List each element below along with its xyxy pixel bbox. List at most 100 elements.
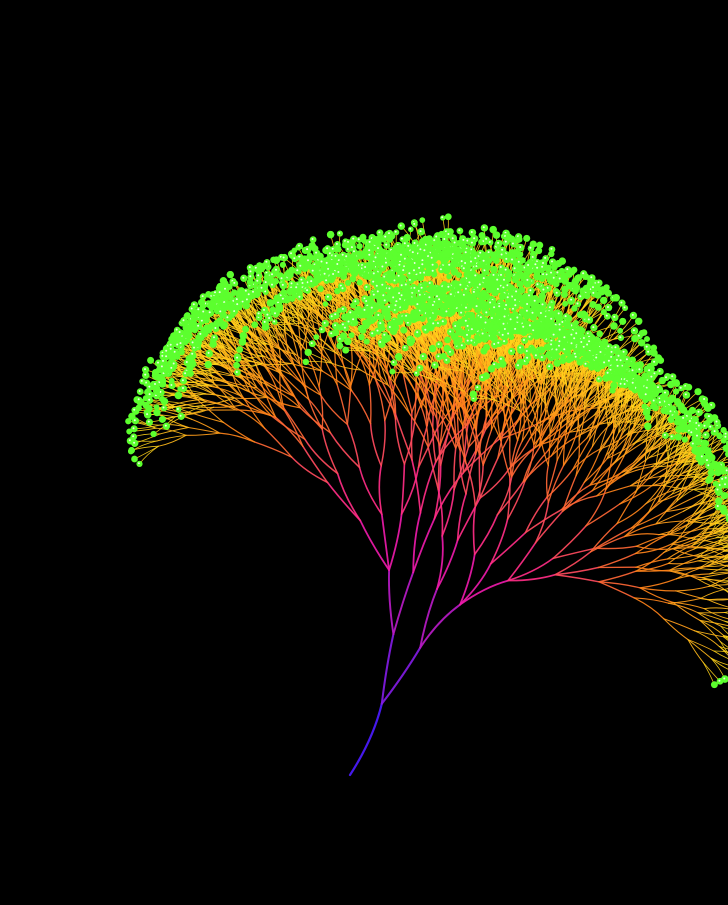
tree-branch: [134, 445, 159, 460]
tree-branch: [394, 418, 406, 465]
tree-branch: [482, 429, 493, 467]
tree-branch: [304, 438, 339, 475]
tree-branch: [341, 356, 353, 392]
tree-branch: [219, 432, 256, 443]
tree-branch: [282, 376, 302, 409]
tree-branch: [350, 349, 353, 387]
tree-branch: [261, 363, 292, 366]
tree-branch: [255, 324, 270, 353]
tree-branch: [534, 501, 550, 544]
tree-branch: [191, 418, 221, 434]
tree-branch: [419, 588, 438, 649]
tree-branch: [336, 383, 349, 426]
tree-branch: [329, 432, 361, 469]
tree-branch: [412, 512, 422, 574]
tree-branch: [236, 385, 268, 398]
tree-branch: [663, 618, 689, 641]
leaf-node-highlight: [132, 427, 135, 430]
tree-branch: [629, 484, 664, 487]
tree-branch: [560, 484, 591, 511]
tree-branch: [697, 612, 722, 627]
tree-branch: [283, 409, 304, 447]
tree-branch: [359, 519, 390, 571]
tree-branch: [204, 393, 236, 399]
tree-branch: [655, 500, 678, 525]
tree-branch: [378, 464, 383, 516]
leaf-node-highlight: [133, 419, 136, 422]
tree-branch: [262, 379, 286, 412]
tree-branch: [320, 394, 349, 426]
tree-branch: [417, 424, 429, 469]
tree-branch: [266, 396, 302, 409]
tree-branch: [472, 505, 477, 556]
tree-branch: [222, 421, 256, 443]
tree-branch: [346, 385, 352, 426]
leaf-node-highlight: [144, 368, 146, 371]
tree-branch: [185, 432, 221, 436]
tree-branch: [419, 603, 461, 649]
tree-branch: [703, 607, 728, 610]
tree-branch: [271, 386, 302, 409]
tree-branch: [257, 349, 283, 375]
tree-branch: [552, 525, 587, 560]
tree-branch: [585, 503, 621, 527]
tree-branch: [155, 427, 187, 436]
tree-branch: [394, 383, 411, 415]
leaf-node-highlight: [137, 398, 140, 401]
tree-branch: [247, 332, 270, 353]
tree-branch: [724, 611, 728, 613]
tree-branch: [612, 436, 628, 465]
tree-branch: [234, 396, 268, 400]
tree-branch: [314, 289, 338, 314]
tree-branch: [697, 612, 725, 622]
tree-branch: [302, 445, 329, 484]
tree-branch: [189, 379, 215, 395]
tree-branch: [263, 355, 292, 365]
tree-branch: [427, 446, 439, 491]
tree-branch: [264, 427, 293, 458]
tree-branch: [400, 463, 406, 515]
leaf-node-highlight: [137, 462, 140, 465]
tree-branch: [270, 415, 306, 440]
tree-branch: [226, 368, 251, 393]
tree-branch: [226, 358, 256, 379]
tree-branch: [186, 406, 215, 416]
leaf-node-highlight: [144, 373, 147, 376]
tree-branch: [321, 370, 353, 392]
tree-branch: [667, 602, 699, 614]
tree-branch: [249, 391, 277, 418]
tree-branch: [234, 407, 266, 430]
tree-branch: [253, 441, 293, 458]
tree-branch: [203, 344, 232, 360]
tree-branch: [369, 422, 382, 467]
tree-branch: [479, 467, 511, 499]
tree-branch: [288, 330, 312, 345]
tree-branch: [675, 585, 710, 592]
tree-branch: [380, 513, 390, 571]
tree-branch: [431, 414, 437, 463]
tree-branch: [388, 569, 395, 636]
tree-branch: [211, 375, 238, 387]
tree-branch: [337, 353, 352, 387]
tree-branch: [351, 390, 372, 425]
tree-branch: [388, 513, 403, 571]
tree-branch: [473, 513, 499, 556]
tree-branch: [506, 476, 511, 520]
tree-branch: [375, 380, 386, 422]
tree-branch: [204, 397, 236, 406]
tree-branch: [524, 496, 548, 534]
tree-branch: [249, 384, 273, 417]
tree-branch: [724, 612, 728, 614]
leaf-node: [159, 396, 166, 403]
tree-branch: [619, 485, 653, 505]
tree-branch: [348, 702, 383, 777]
tree-branch: [400, 466, 420, 515]
tree-branch: [589, 535, 626, 553]
tree-branch: [307, 398, 332, 434]
tree-branch: [380, 646, 422, 705]
leaf-node-highlight: [128, 439, 131, 442]
tree-branch: [266, 367, 295, 398]
leaf-node-highlight: [140, 379, 143, 382]
tree-branch: [322, 283, 346, 307]
tree-branch: [240, 395, 273, 417]
